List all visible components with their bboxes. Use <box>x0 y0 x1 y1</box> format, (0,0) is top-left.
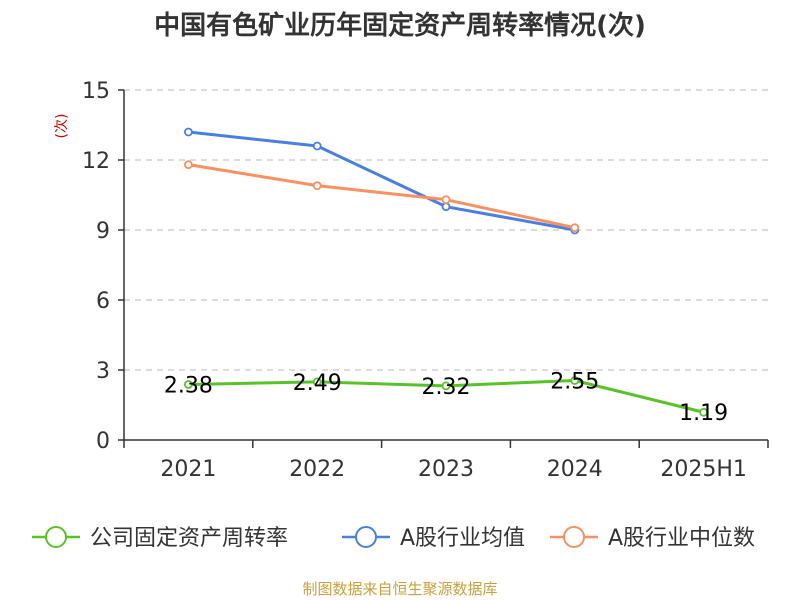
x-tick-label: 2023 <box>418 457 474 482</box>
legend-circle-marker <box>355 526 377 548</box>
legend-label: A股行业均值 <box>400 526 525 551</box>
data-point-series-0[interactable] <box>441 381 451 391</box>
grid-lines <box>124 89 768 371</box>
y-tick-label: 9 <box>96 219 110 244</box>
data-point-series-0[interactable] <box>699 407 708 417</box>
legend-label: 公司固定资产周转率 <box>90 526 288 551</box>
data-label: 2.32 <box>422 375 471 400</box>
legend-item-1[interactable]: A股行业均值 <box>342 526 525 551</box>
legend-item-0[interactable]: 公司固定资产周转率 <box>32 526 288 551</box>
data-label: 1.19 <box>679 401 728 426</box>
x-tick-label: 2022 <box>289 457 345 482</box>
data-point-series-2[interactable] <box>441 195 451 205</box>
legend[interactable]: 公司固定资产周转率 A股行业均值 A股行业中位数 <box>32 526 755 551</box>
series-line-1 <box>188 130 576 232</box>
y-tick-label: 15 <box>82 79 110 104</box>
source-note: 制图数据来自恒生聚源数据库 <box>302 580 497 598</box>
data-point-series-2[interactable] <box>183 160 193 170</box>
x-tick-label: 2025H1 <box>660 457 747 482</box>
y-tick-label: 6 <box>96 289 110 314</box>
chart-title: 中国有色矿业历年固定资产周转率情况(次) <box>154 10 646 41</box>
y-tick-label: 12 <box>82 149 110 174</box>
data-point-series-2[interactable] <box>570 223 580 233</box>
y-tick-label: 0 <box>96 429 110 454</box>
legend-circle-marker <box>563 526 585 548</box>
legend-circle-marker <box>45 526 67 548</box>
data-label: 2.38 <box>164 373 213 398</box>
x-tick-label: 2024 <box>547 457 603 482</box>
data-labels: 2.38 2.49 2.32 2.55 1.19 <box>164 370 728 427</box>
data-label: 2.55 <box>550 370 599 395</box>
data-point-series-0[interactable] <box>312 377 322 387</box>
series-lines <box>183 127 708 417</box>
x-tick-label: 2021 <box>160 457 216 482</box>
y-axis-unit-label: (次) <box>54 114 70 139</box>
data-point-series-2[interactable] <box>312 181 322 191</box>
data-point-series-1[interactable] <box>183 127 193 137</box>
axes: 0 3 6 9 12 15 2021 2022 2023 2024 2025H1 <box>82 79 769 482</box>
legend-item-2[interactable]: A股行业中位数 <box>550 526 755 551</box>
y-tick-label: 3 <box>96 359 110 384</box>
legend-label: A股行业中位数 <box>608 526 755 551</box>
data-point-series-0[interactable] <box>183 380 193 389</box>
data-point-series-1[interactable] <box>441 202 451 212</box>
data-point-series-1[interactable] <box>312 141 322 151</box>
data-point-series-0[interactable] <box>570 376 580 385</box>
series-line-2 <box>188 163 576 230</box>
data-label: 2.49 <box>293 371 342 396</box>
